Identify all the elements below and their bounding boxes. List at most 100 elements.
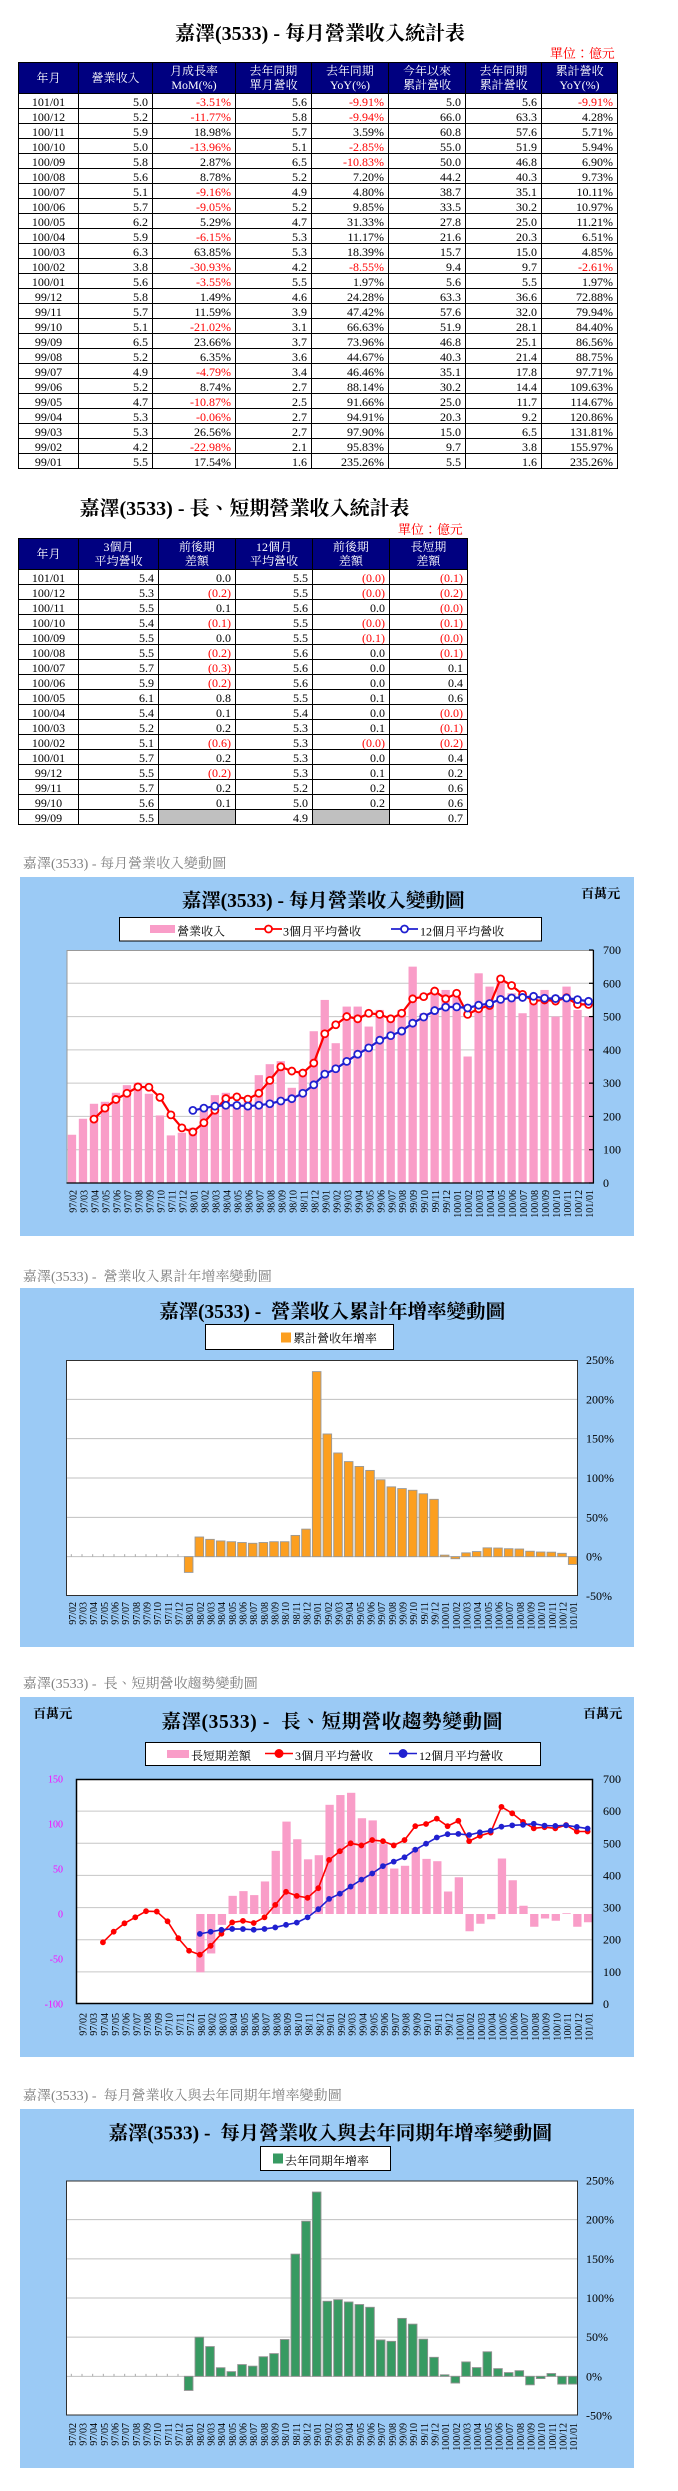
svg-text:98/09: 98/09 [279,2013,294,2036]
svg-text:100/11: 100/11 [559,2013,574,2040]
svg-text:100/12: 100/12 [555,1602,570,1630]
svg-text:98/10: 98/10 [277,1602,292,1625]
svg-text:99/03: 99/03 [331,2423,346,2446]
svg-text:300: 300 [603,1074,621,1091]
svg-text:99/12: 99/12 [438,1190,453,1213]
svg-text:97/06: 97/06 [107,2423,122,2446]
svg-text:100/11: 100/11 [559,1190,574,1217]
svg-text:100%: 100% [586,1469,614,1486]
svg-text:99/11: 99/11 [416,1602,431,1624]
svg-text:100/04: 100/04 [469,1602,484,1630]
svg-text:98/06: 98/06 [240,1190,255,1213]
svg-text:50%: 50% [586,1508,608,1525]
svg-text:97/12: 97/12 [171,1602,186,1625]
svg-text:600: 600 [603,974,621,991]
svg-text:200: 200 [603,1931,621,1948]
svg-text:99/07: 99/07 [373,1602,388,1625]
svg-text:100/04: 100/04 [469,2423,484,2451]
svg-text:97/08: 97/08 [128,1602,143,1625]
svg-text:101/01: 101/01 [565,2423,580,2451]
svg-text:3個月平均營收: 3個月平均營收 [283,923,362,940]
svg-text:98/10: 98/10 [284,1190,299,1213]
svg-text:99/05: 99/05 [361,1190,376,1213]
svg-text:97/05: 97/05 [96,2423,111,2446]
svg-text:200%: 200% [586,1390,614,1407]
svg-text:98/02: 98/02 [196,1190,211,1213]
svg-text:99/11: 99/11 [416,2423,431,2445]
svg-text:97/06: 97/06 [107,1602,122,1625]
svg-text:100/01: 100/01 [437,1602,452,1630]
svg-text:100/03: 100/03 [471,1190,486,1218]
svg-text:100/08: 100/08 [526,1190,541,1218]
svg-text:97/02: 97/02 [74,2013,89,2036]
svg-text:97/12: 97/12 [182,2013,197,2036]
svg-text:100/01: 100/01 [451,2013,466,2041]
svg-text:97/10: 97/10 [152,1190,167,1213]
svg-text:98/10: 98/10 [277,2423,292,2446]
svg-text:97/03: 97/03 [75,2423,90,2446]
svg-text:99/01: 99/01 [317,1190,332,1213]
svg-text:99/03: 99/03 [344,2013,359,2036]
svg-text:300: 300 [603,1899,621,1916]
svg-text:99/06: 99/06 [363,1602,378,1625]
svg-text:100%: 100% [586,2289,614,2306]
svg-text:98/08: 98/08 [268,2013,283,2036]
svg-text:99/11: 99/11 [427,1190,442,1212]
svg-text:99/09: 99/09 [395,1602,410,1625]
svg-text:99/06: 99/06 [376,2013,391,2036]
svg-text:100/12: 100/12 [570,2013,585,2041]
svg-text:100/07: 100/07 [515,1190,530,1218]
svg-text:97/12: 97/12 [171,2423,186,2446]
svg-text:99/04: 99/04 [354,2013,369,2036]
svg-text:100/10: 100/10 [533,2423,548,2451]
svg-text:0: 0 [58,1906,63,1921]
svg-text:99/01: 99/01 [322,2013,337,2036]
svg-text:97/12: 97/12 [174,1190,189,1213]
svg-text:99/03: 99/03 [331,1602,346,1625]
svg-text:100/09: 100/09 [537,1190,552,1218]
svg-text:101/01: 101/01 [581,2013,596,2041]
svg-text:700: 700 [603,941,621,958]
svg-text:98/03: 98/03 [207,1190,222,1213]
svg-text:250%: 250% [586,1351,614,1368]
svg-text:嘉澤(3533) - 營業收入累計年增率變動圖: 嘉澤(3533) - 營業收入累計年增率變動圖 [159,1296,505,1324]
svg-text:99/12: 99/12 [427,2423,442,2446]
svg-text:98/01: 98/01 [193,2013,208,2036]
svg-text:97/11: 97/11 [163,1190,178,1212]
svg-text:12個月平均營收: 12個月平均營收 [419,1747,504,1764]
svg-text:98/11: 98/11 [288,1602,303,1624]
svg-text:97/08: 97/08 [130,1190,145,1213]
svg-text:99/10: 99/10 [419,2013,434,2036]
svg-text:99/10: 99/10 [405,2423,420,2446]
svg-text:100: 100 [603,1963,621,1980]
svg-text:97/07: 97/07 [128,2013,143,2036]
svg-text:-50%: -50% [586,2407,612,2424]
svg-text:100/06: 100/06 [504,1190,519,1218]
svg-text:100/02: 100/02 [460,1190,475,1218]
svg-text:累計營收年增率: 累計營收年增率 [293,1330,377,1347]
svg-text:100/03: 100/03 [459,1602,474,1630]
svg-text:99/09: 99/09 [408,2013,423,2036]
svg-text:50: 50 [53,1861,63,1876]
svg-text:98/05: 98/05 [229,1190,244,1213]
svg-text:-50: -50 [50,1951,63,1966]
svg-text:97/11: 97/11 [160,1602,175,1624]
svg-text:百萬元: 百萬元 [33,1703,72,1722]
svg-text:600: 600 [603,1802,621,1819]
svg-text:100/10: 100/10 [548,1190,563,1218]
svg-text:100/11: 100/11 [544,1602,559,1629]
svg-text:98/04: 98/04 [218,1190,233,1213]
svg-text:98/04: 98/04 [225,2013,240,2036]
svg-text:0%: 0% [586,2367,602,2384]
svg-text:200%: 200% [586,2211,614,2228]
svg-text:100/10: 100/10 [548,2013,563,2041]
svg-text:97/03: 97/03 [75,1602,90,1625]
svg-text:100/05: 100/05 [495,2013,510,2041]
svg-text:99/04: 99/04 [341,1602,356,1625]
svg-text:100/09: 100/09 [538,2013,553,2041]
svg-text:98/10: 98/10 [290,2013,305,2036]
svg-text:98/04: 98/04 [213,2423,228,2446]
svg-text:98/08: 98/08 [256,1602,271,1625]
svg-text:100/12: 100/12 [570,1190,585,1218]
svg-text:98/02: 98/02 [204,2013,219,2036]
